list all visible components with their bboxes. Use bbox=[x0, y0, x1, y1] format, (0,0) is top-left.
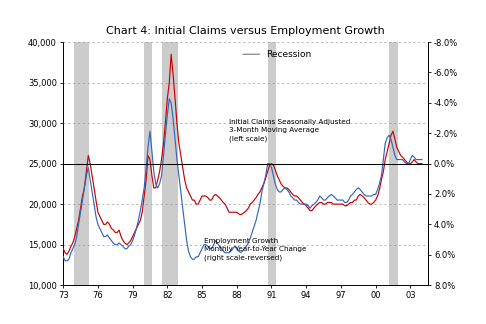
Bar bbox=[144, 42, 152, 285]
Text: Recession: Recession bbox=[266, 50, 311, 59]
Bar bbox=[73, 42, 88, 285]
Text: Initial Claims Seasonally Adjusted
3-Month Moving Average
(left scale): Initial Claims Seasonally Adjusted 3-Mon… bbox=[228, 119, 350, 142]
Title: Chart 4: Initial Claims versus Employment Growth: Chart 4: Initial Claims versus Employmen… bbox=[106, 26, 385, 36]
Text: Employment Growth
Monthly Year-to-Year Change
(right scale-reversed): Employment Growth Monthly Year-to-Year C… bbox=[204, 238, 307, 261]
Bar bbox=[268, 42, 276, 285]
Bar bbox=[161, 42, 178, 285]
Bar bbox=[389, 42, 398, 285]
